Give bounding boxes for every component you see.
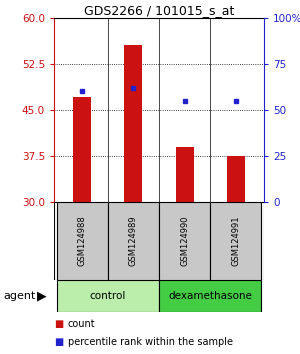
Bar (73, 97, 91, 202)
Text: ■: ■ (54, 337, 63, 347)
Text: percentile rank within the sample: percentile rank within the sample (68, 337, 232, 347)
Text: count: count (68, 319, 95, 329)
Bar (227, 156, 245, 202)
Text: ▶: ▶ (37, 289, 47, 302)
FancyBboxPatch shape (210, 202, 261, 280)
FancyBboxPatch shape (159, 202, 210, 280)
Text: ■: ■ (54, 319, 63, 329)
FancyBboxPatch shape (108, 202, 159, 280)
Text: dexamethasone: dexamethasone (168, 291, 252, 301)
FancyBboxPatch shape (159, 280, 261, 312)
Text: GSM124988: GSM124988 (78, 215, 87, 266)
Text: GSM124989: GSM124989 (129, 215, 138, 266)
Text: agent: agent (3, 291, 35, 301)
Bar (124, 45, 142, 202)
FancyBboxPatch shape (57, 202, 108, 280)
FancyBboxPatch shape (54, 202, 264, 280)
Text: control: control (90, 291, 126, 301)
Text: GSM124991: GSM124991 (231, 216, 240, 266)
FancyBboxPatch shape (57, 280, 159, 312)
Text: GSM124990: GSM124990 (180, 216, 189, 266)
Title: GDS2266 / 101015_s_at: GDS2266 / 101015_s_at (84, 4, 234, 17)
Bar (176, 147, 194, 202)
